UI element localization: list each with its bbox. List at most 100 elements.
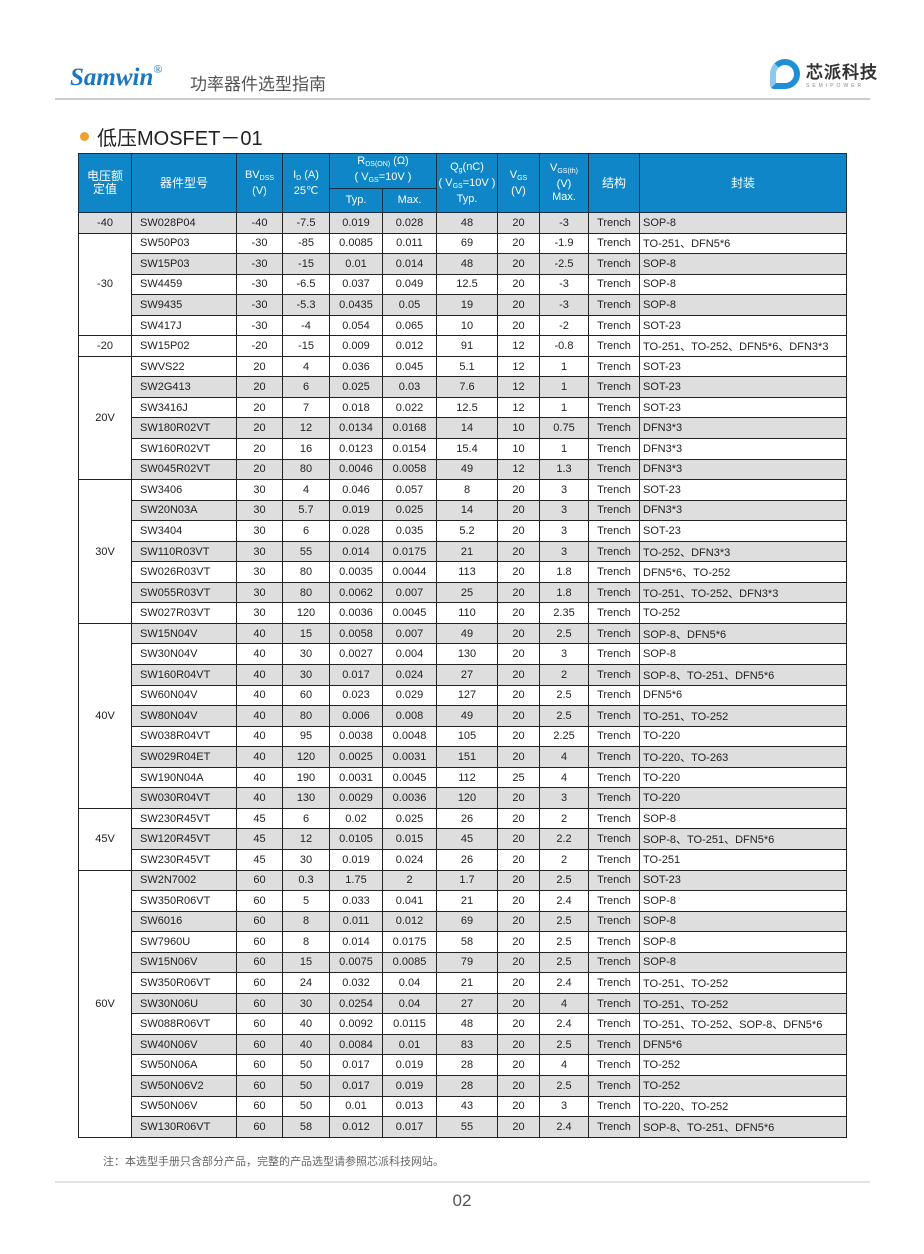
cell-package: TO-251、TO-252、DFN5*6、DFN3*3 <box>639 335 847 357</box>
cell-vgs: 20 <box>497 787 540 809</box>
cell-structure: Trench <box>588 396 640 419</box>
table-row: SW045R02VT 20 80 0.0046 0.0058 49 12 1.3 Trench D… <box>79 458 847 481</box>
cell-id: 130 <box>282 787 330 809</box>
cell-vgs: 20 <box>497 972 540 994</box>
cell-bvdss: 40 <box>236 705 283 727</box>
cell-vgsth: 2.4 <box>539 1013 589 1035</box>
cell-bvdss: 30 <box>236 561 283 583</box>
cell-package: DFN3*3 <box>639 417 847 440</box>
cell-vgsth: 2.5 <box>539 951 589 974</box>
cell-vgs: 20 <box>497 520 540 542</box>
cell-rdson-typ: 0.0036 <box>329 602 383 624</box>
cell-bvdss: 60 <box>236 972 283 994</box>
cell-structure: Trench <box>588 664 640 686</box>
cell-id: 30 <box>282 664 330 686</box>
cell-part: SW130R06VT <box>131 1116 237 1138</box>
cell-vgs: 12 <box>497 396 540 419</box>
col-rdson: RDS(ON) (Ω)( VGS=10V ) <box>329 153 437 189</box>
col-rdson-max: Max. <box>382 188 437 213</box>
cell-rdson-typ: 0.011 <box>329 910 383 933</box>
cell-vgs: 10 <box>497 438 540 460</box>
cell-qg: 5.2 <box>436 520 498 542</box>
cell-rdson-max: 0.04 <box>382 992 437 1015</box>
cell-bvdss: 60 <box>236 1095 283 1118</box>
cell-vgs: 10 <box>497 417 540 440</box>
cell-bvdss: 40 <box>236 746 283 768</box>
cell-vgsth: 2.5 <box>539 705 589 727</box>
cell-id: 30 <box>282 643 330 666</box>
table-row: SW9435 -30 -5.3 0.0435 0.05 19 20 -3 Trench SOP-8 <box>79 294 847 316</box>
cell-structure: Trench <box>588 294 640 316</box>
cell-vgsth: 1.8 <box>539 561 589 583</box>
cell-package: SOP-8 <box>639 273 847 296</box>
cell-qg: 48 <box>436 212 498 234</box>
cell-vgs: 20 <box>497 1095 540 1118</box>
cell-vgsth: 2.2 <box>539 828 589 850</box>
cell-vgs: 20 <box>497 664 540 686</box>
cell-vgsth: 3 <box>539 520 589 542</box>
cell-vgs: 20 <box>497 479 540 501</box>
cell-part: SW50N06V <box>131 1095 237 1118</box>
cell-vgsth: 2.5 <box>539 910 589 933</box>
cell-part: SW15N06V <box>131 951 237 974</box>
table-row: SW60N04V 40 60 0.023 0.029 127 20 2.5 Trench DFN5… <box>79 684 847 707</box>
cell-vgsth: 2.4 <box>539 1116 589 1138</box>
cell-id: -4 <box>282 314 330 337</box>
cell-package: TO-251、DFN5*6 <box>639 232 847 255</box>
cell-id: 120 <box>282 746 330 768</box>
cell-rdson-typ: 0.01 <box>329 1095 383 1118</box>
cell-qg: 43 <box>436 1095 498 1118</box>
cell-rdson-typ: 0.019 <box>329 212 383 234</box>
cell-rdson-max: 0.0085 <box>382 951 437 974</box>
cell-structure: Trench <box>588 931 640 953</box>
cell-package: TO-251、TO-252 <box>639 992 847 1015</box>
cell-vgs: 20 <box>497 869 540 892</box>
cell-rdson-typ: 0.032 <box>329 972 383 994</box>
cell-vgs: 20 <box>497 1054 540 1076</box>
cell-vgs: 20 <box>497 1013 540 1035</box>
cell-rdson-max: 0.004 <box>382 643 437 666</box>
cell-package: SOT-23 <box>639 355 847 378</box>
cell-qg: 1.7 <box>436 869 498 892</box>
cell-id: -7.5 <box>282 212 330 234</box>
cell-structure: Trench <box>588 1095 640 1118</box>
cell-structure: Trench <box>588 1054 640 1076</box>
col-rdson-typ: Typ. <box>329 188 383 213</box>
cell-qg: 49 <box>436 622 498 645</box>
cell-rdson-max: 0.0154 <box>382 438 437 460</box>
cell-part: SW50N06A <box>131 1054 237 1076</box>
col-vgs: VGS (V) <box>497 153 540 213</box>
cell-rdson-typ: 0.0105 <box>329 828 383 850</box>
cell-id: 80 <box>282 561 330 583</box>
cell-rdson-max: 0.019 <box>382 1054 437 1076</box>
cell-rdson-typ: 0.037 <box>329 273 383 296</box>
table-row: SW50N06V 60 50 0.01 0.013 43 20 3 Trench TO-220、T… <box>79 1095 847 1118</box>
cell-qg: 105 <box>436 725 498 748</box>
cell-vgs: 20 <box>497 910 540 933</box>
cell-rdson-typ: 0.023 <box>329 684 383 707</box>
cell-qg: 26 <box>436 848 498 871</box>
voltage-group-cell: -20 <box>78 335 132 357</box>
cell-vgsth: 2.4 <box>539 890 589 912</box>
cell-structure: Trench <box>588 458 640 481</box>
table-row: SW417J -30 -4 0.054 0.065 10 20 -2 Trench SOT-23 <box>79 314 847 337</box>
cell-part: SW028P04 <box>131 212 237 234</box>
cell-vgsth: 1 <box>539 396 589 419</box>
cell-qg: 27 <box>436 664 498 686</box>
cell-rdson-max: 0.025 <box>382 499 437 522</box>
cell-vgs: 20 <box>497 828 540 850</box>
cell-qg: 8 <box>436 479 498 501</box>
cell-package: DFN3*3 <box>639 458 847 481</box>
cell-part: SW50N06V2 <box>131 1074 237 1097</box>
cell-id: 40 <box>282 1033 330 1056</box>
cell-rdson-max: 0.0048 <box>382 725 437 748</box>
cell-vgs: 20 <box>497 253 540 275</box>
cell-rdson-max: 0.065 <box>382 314 437 337</box>
cell-id: 4 <box>282 479 330 501</box>
cell-structure: Trench <box>588 1074 640 1097</box>
cell-vgsth: 4 <box>539 766 589 789</box>
cell-structure: Trench <box>588 787 640 809</box>
col-part: 器件型号 <box>131 153 237 213</box>
cell-vgsth: 2 <box>539 664 589 686</box>
cell-id: 50 <box>282 1095 330 1118</box>
